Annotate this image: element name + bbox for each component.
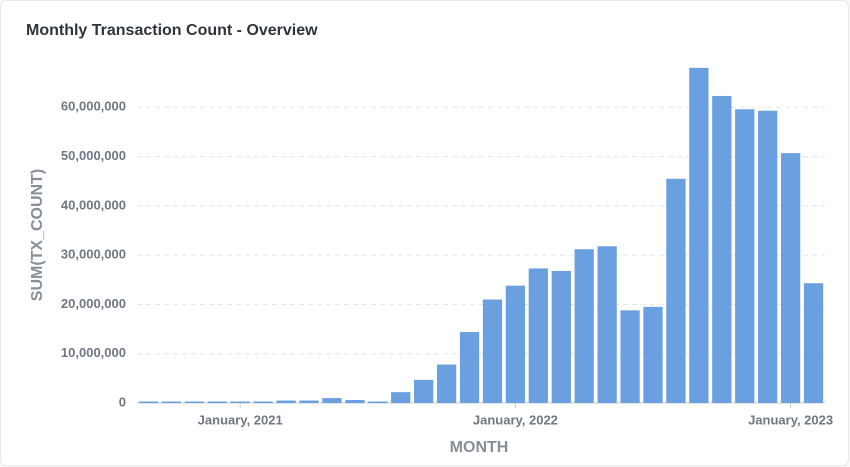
bar: [184, 401, 204, 403]
bar: [161, 401, 182, 403]
bar: [368, 401, 388, 403]
y-tick-label: 20,000,000: [61, 296, 126, 311]
bar: [758, 110, 778, 403]
bar: [436, 364, 457, 403]
bar: [276, 400, 296, 403]
x-axis-title: MONTH: [450, 439, 509, 456]
y-tick-label: 60,000,000: [61, 99, 126, 114]
x-tick-label: January, 2021: [198, 412, 283, 427]
bar: [712, 95, 732, 403]
bar: [643, 306, 663, 403]
bar: [689, 67, 709, 403]
bar: [620, 310, 640, 403]
y-tick-label: 50,000,000: [61, 148, 126, 163]
y-tick-label: 30,000,000: [61, 247, 126, 262]
bar: [803, 283, 824, 403]
bar: [505, 285, 526, 403]
bar: [414, 379, 434, 403]
bar: [391, 392, 411, 403]
bar: [459, 332, 480, 403]
y-tick-label: 40,000,000: [61, 197, 126, 212]
bar: [207, 401, 227, 403]
y-tick-label: 0: [119, 394, 126, 409]
bar: [322, 398, 342, 403]
bar: [253, 401, 273, 403]
bar: [138, 401, 159, 403]
bar: [551, 270, 571, 403]
bar: [735, 109, 755, 403]
bar: [528, 268, 548, 403]
bar: [482, 299, 503, 403]
bar: [230, 401, 250, 403]
x-tick-label: January, 2023: [748, 412, 833, 427]
y-tick-label: 10,000,000: [61, 345, 126, 360]
bar: [574, 249, 594, 403]
y-axis-title: SUM(TX_COUNT): [29, 169, 46, 301]
bar: [666, 178, 686, 403]
bar: [597, 246, 617, 403]
bar: [780, 153, 801, 403]
x-tick-label: January, 2022: [473, 412, 558, 427]
chart-title: Monthly Transaction Count - Overview: [26, 22, 318, 39]
bar: [299, 400, 319, 403]
bar: [345, 400, 365, 403]
